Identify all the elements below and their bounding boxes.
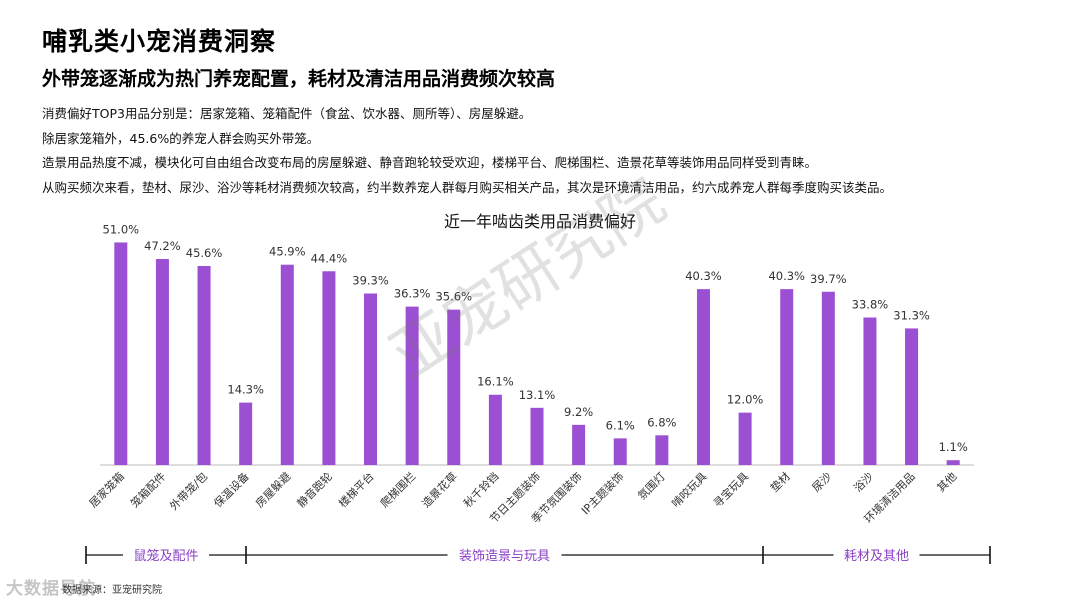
bar [696,289,710,465]
category-label: 楼梯平台 [336,469,377,510]
category-label: 外带笼/包 [167,469,211,513]
value-label: 40.3% [768,269,805,283]
value-label: 9.2% [564,405,593,419]
value-label: 45.6% [186,246,223,260]
value-label: 31.3% [893,308,930,322]
value-label: 45.9% [269,245,306,259]
bar [405,306,419,465]
category-label: 啃咬玩具 [669,469,710,510]
category-label: 静音跑轮 [294,469,335,510]
value-label: 39.7% [810,272,847,286]
category-label: 尿沙 [810,470,835,495]
bar [863,317,877,465]
value-label: 33.8% [852,298,889,312]
bar [821,291,835,465]
value-label: 12.0% [727,393,764,407]
group-label-bg [833,545,920,565]
bar [280,264,294,465]
value-label: 36.3% [394,287,431,301]
bar [738,412,752,465]
value-label: 14.3% [227,383,264,397]
category-label: 氛围灯 [635,470,668,503]
bar [322,271,336,465]
summary-item: 从购买频次来看，垫材、尿沙、浴沙等耗材消费频次较高，约半数养宠人群每月购买相关产… [42,179,893,195]
bar [530,407,544,465]
value-label: 39.3% [352,274,389,288]
bar [155,259,169,465]
category-label: 寻宝玩具 [710,469,751,510]
value-label: 1.1% [939,440,968,454]
summary-item: 消费偏好TOP3用品分别是：居家笼箱、笼箱配件（食盆、饮水器、厕所等）、房屋躲避… [42,106,532,121]
value-label: 47.2% [144,239,181,253]
bar [780,289,794,465]
bar [197,266,211,465]
category-label: IP主题装饰 [578,469,626,517]
chart-title: 近一年啮齿类用品消费偏好 [443,212,636,231]
category-label: 其他 [935,470,960,495]
bar [364,293,378,465]
category-label: 笼箱配件 [128,469,169,510]
category-label: 房屋躲避 [252,469,293,510]
category-label: 保温设备 [211,469,252,510]
bar [488,394,502,465]
bar [613,438,627,465]
category-label: 垫材 [767,469,792,494]
value-label: 6.1% [606,418,635,432]
value-label: 35.6% [435,290,472,304]
bar [905,328,919,465]
value-label: 40.3% [685,269,722,283]
category-label: 居家笼箱 [86,469,127,510]
category-label: 爬梯围栏 [377,469,418,510]
page-title: 哺乳类小宠消费洞察 [42,27,277,56]
summary-list: 消费偏好TOP3用品分别是：居家笼箱、笼箱配件（食盆、饮水器、厕所等）、房屋躲避… [42,102,892,200]
value-label: 44.4% [311,251,348,265]
category-label: 造景花草 [419,469,460,510]
value-label: 13.1% [519,388,556,402]
source-note: 数据来源：亚宠研究院 [62,585,162,596]
group-label: 耗材及其他 [844,549,909,564]
group-label-bg [447,545,562,565]
logo-watermark: 大数据导航 [6,579,96,599]
bar [572,424,586,465]
bar [447,309,461,465]
group-label: 鼠笼及配件 [133,548,198,564]
bar [114,242,128,465]
category-label: 浴沙 [851,470,876,495]
value-label: 6.8% [647,415,676,429]
bar [655,435,669,465]
page-subtitle: 外带笼逐渐成为热门养宠配置，耗材及清洁用品消费频次较高 [42,68,556,90]
value-label: 16.1% [477,375,514,389]
summary-item: 造景用品热度不减，模块化可自由组合改变布局的房屋躲避、静音跑轮较受欢迎，楼梯平台… [42,155,818,170]
summary-item: 除居家笼箱外，45.6%的养宠人群会购买外带笼。 [42,130,320,146]
value-label: 51.0% [103,222,140,236]
category-label: 秋千铃铛 [460,469,501,510]
bar [239,402,253,465]
group-label: 装饰造景与玩具 [459,549,550,564]
group-label-bg [123,545,209,565]
bar [946,460,960,465]
